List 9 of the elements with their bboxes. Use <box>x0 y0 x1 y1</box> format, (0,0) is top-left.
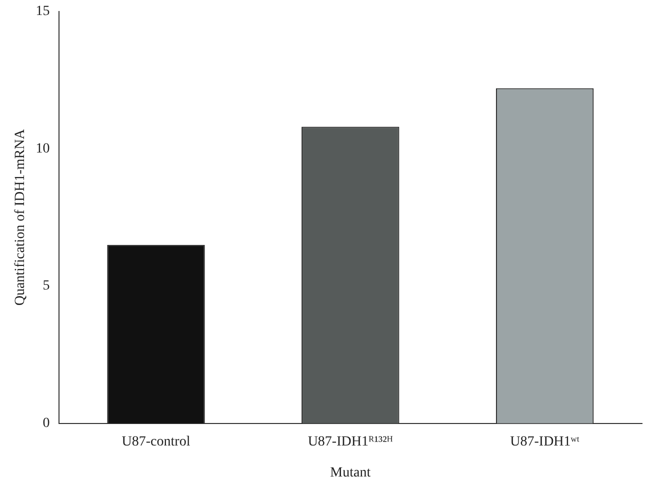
x-tick-label: U87-IDH1ᴿ¹³²ᴴ <box>308 434 393 450</box>
y-axis-title: Quantification of IDH1-mRNA <box>13 128 28 306</box>
y-tick-label: 15 <box>36 4 50 20</box>
y-tick-label: 0 <box>42 416 50 432</box>
y-tick-label: 5 <box>42 278 50 294</box>
x-tick-label: U87-control <box>122 434 190 450</box>
x-tick-label: U87-IDH1ʷᵗ <box>510 434 580 450</box>
x-axis-title: Mutant <box>330 465 371 480</box>
y-tick-label: 10 <box>36 141 50 156</box>
